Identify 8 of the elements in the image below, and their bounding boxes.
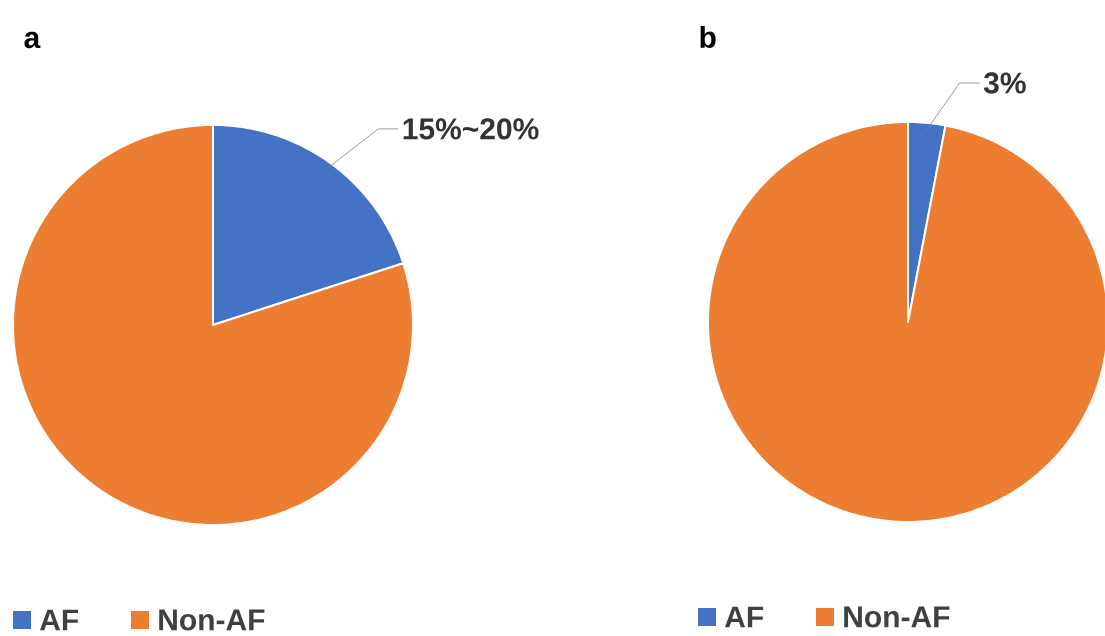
chart-title: a (24, 31, 41, 49)
chart-title: b (700, 25, 716, 49)
legend-label: Non-AF (844, 606, 950, 628)
legend-label: AF (724, 606, 764, 628)
data-label: 15%~20% (403, 118, 539, 140)
data-label: 3% (983, 72, 1026, 94)
legend-label: Non-AF (159, 609, 265, 631)
legend-label: AF (39, 609, 79, 631)
